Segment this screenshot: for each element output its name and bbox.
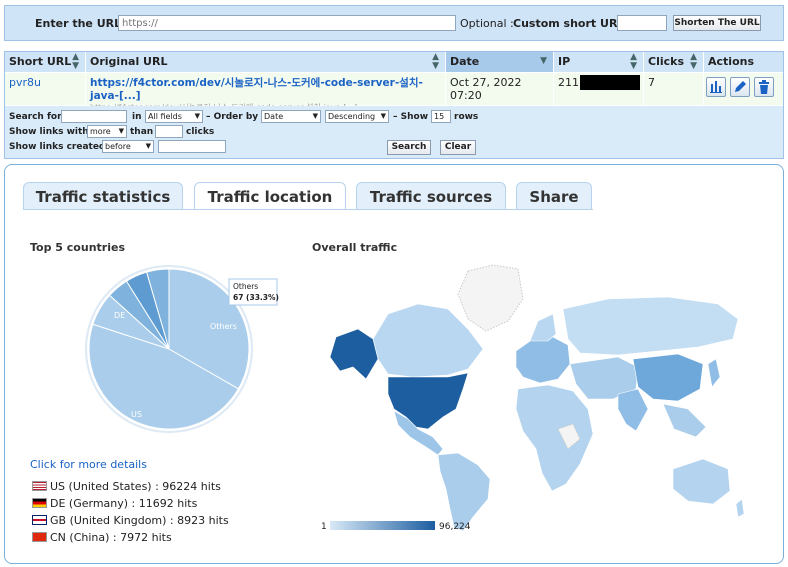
clicks-threshold-input[interactable] xyxy=(155,125,183,138)
map-region-japan xyxy=(707,358,721,388)
edit-button[interactable] xyxy=(730,77,750,97)
us-flag-icon xyxy=(32,481,47,491)
search-input[interactable] xyxy=(61,110,127,123)
sort-icon: ▲ ▼ xyxy=(690,52,697,71)
tab-share[interactable]: Share xyxy=(516,182,592,210)
enter-url-label: Enter the URL: xyxy=(35,17,126,30)
pie-shadow xyxy=(85,265,253,433)
pie-tooltip: Others 67 (33.3%) xyxy=(228,278,279,306)
header-ip[interactable]: IP ▲ ▼ xyxy=(554,52,644,72)
header-original-url[interactable]: Original URL ▲ ▼ xyxy=(86,52,446,72)
chevron-down-icon: ▼ xyxy=(312,112,318,120)
url-input[interactable] xyxy=(118,15,456,31)
delete-button[interactable] xyxy=(754,77,774,97)
created-before-select[interactable]: before ▼ xyxy=(102,140,154,153)
cn-flag-icon xyxy=(32,532,47,542)
tab-traffic-sources[interactable]: Traffic sources xyxy=(356,182,506,210)
sort-desc-icon: ▼ xyxy=(540,56,547,66)
tab-divider xyxy=(23,209,593,210)
map-region-china xyxy=(632,353,704,402)
chevron-down-icon: ▼ xyxy=(194,112,200,120)
created-date-input[interactable] xyxy=(158,140,226,153)
header-actions: Actions xyxy=(704,52,783,72)
date-cell: Oct 27, 2022 07:20 xyxy=(446,73,554,105)
custom-short-url-input[interactable] xyxy=(617,15,667,31)
map-region-southeast-asia xyxy=(662,403,707,438)
url-entry-bar: Enter the URL: Optional : Custom short U… xyxy=(4,5,784,41)
map-region-mexico xyxy=(393,410,444,456)
sort-icon: ▲ ▼ xyxy=(432,52,439,71)
search-field-select[interactable]: All fields ▼ xyxy=(145,110,203,123)
search-button[interactable]: Search xyxy=(387,140,431,155)
rows-count-input[interactable]: 15 xyxy=(431,110,451,123)
world-traffic-map[interactable]: 1 96,224 xyxy=(318,259,748,539)
chevron-down-icon: ▼ xyxy=(145,142,151,150)
legend-gradient xyxy=(330,521,435,530)
map-region-no-data xyxy=(557,423,581,450)
legend-max-label: 96,224 xyxy=(439,522,471,532)
tab-traffic-statistics[interactable]: Traffic statistics xyxy=(23,182,183,210)
short-url-link[interactable]: pvr8u xyxy=(9,76,41,89)
gb-flag-icon xyxy=(32,515,47,525)
original-url-title[interactable]: https://f4ctor.com/dev/시놀로지-나스-도커에-code-… xyxy=(90,77,423,102)
map-region-south-america xyxy=(437,452,491,532)
trash-icon xyxy=(759,80,769,94)
map-region-scandinavia xyxy=(529,313,557,342)
filter-bar: Search for in All fields ▼ – Order by Dat… xyxy=(5,106,783,158)
map-region-usa xyxy=(387,372,469,430)
order-by-select[interactable]: Date ▼ xyxy=(261,110,321,123)
custom-short-url-label: Custom short URL: xyxy=(513,17,629,30)
tooltip-value: 67 (33.3%) xyxy=(233,293,279,302)
clear-button[interactable]: Clear xyxy=(440,140,476,155)
map-region-greenland xyxy=(457,264,524,332)
stats-panel: Traffic statistics Traffic location Traf… xyxy=(4,164,784,564)
pencil-icon xyxy=(735,81,746,92)
stats-button[interactable] xyxy=(706,77,726,97)
top5-countries-title: Top 5 countries xyxy=(30,241,125,254)
legend-min-label: 1 xyxy=(321,522,327,532)
map-region-europe xyxy=(515,336,571,384)
pie-label-de: DE xyxy=(114,311,125,320)
pie-label-others: Others xyxy=(210,322,237,331)
more-details-link[interactable]: Click for more details xyxy=(30,458,147,471)
chevron-down-icon: ▼ xyxy=(118,127,124,135)
clicks-cell: 7 xyxy=(644,73,704,105)
pie-label-us: US xyxy=(131,410,142,419)
tab-traffic-location[interactable]: Traffic location xyxy=(194,182,346,210)
table-row: pvr8u https://f4ctor.com/dev/시놀로지-나스-도커에… xyxy=(5,73,783,112)
map-region-canada xyxy=(372,303,484,378)
chevron-down-icon: ▼ xyxy=(380,112,386,120)
map-region-australia xyxy=(672,458,731,505)
map-region-india xyxy=(617,388,649,432)
links-more-select[interactable]: more ▼ xyxy=(87,125,127,138)
pie-slice-us[interactable] xyxy=(88,323,240,430)
sort-icon: ▲ ▼ xyxy=(72,52,79,71)
order-direction-select[interactable]: Descending ▼ xyxy=(325,110,389,123)
top-countries-pie-chart[interactable]: Others US DE Others 67 (33.3%) xyxy=(85,261,285,441)
map-region-russia xyxy=(562,296,739,356)
optional-label: Optional : xyxy=(460,17,514,30)
list-item: CN (China) : 7972 hits xyxy=(32,531,172,544)
header-date[interactable]: Date ▼ xyxy=(446,52,554,72)
list-item: GB (United Kingdom) : 8923 hits xyxy=(32,514,229,527)
shorten-url-button[interactable]: Shorten The URL xyxy=(673,15,761,31)
map-region-new-zealand xyxy=(735,498,745,518)
sort-icon: ▲ ▼ xyxy=(630,52,637,71)
ip-redaction xyxy=(580,75,640,90)
map-region-africa xyxy=(515,384,594,492)
map-region-alaska xyxy=(329,328,379,380)
header-short-url[interactable]: Short URL ▲ ▼ xyxy=(5,52,86,72)
bar-chart-icon xyxy=(710,81,722,93)
links-table: Short URL ▲ ▼ Original URL ▲ ▼ Date ▼ IP ▲… xyxy=(4,51,784,159)
ip-cell: 211. xyxy=(558,76,583,89)
pie-slice-small-5[interactable] xyxy=(146,268,170,350)
list-item: US (United States) : 96224 hits xyxy=(32,480,221,493)
tooltip-title: Others xyxy=(233,282,258,291)
header-clicks[interactable]: Clicks ▲ ▼ xyxy=(644,52,704,72)
de-flag-icon xyxy=(32,498,47,508)
overall-traffic-title: Overall traffic xyxy=(312,241,398,254)
list-item: DE (Germany) : 11692 hits xyxy=(32,497,197,510)
